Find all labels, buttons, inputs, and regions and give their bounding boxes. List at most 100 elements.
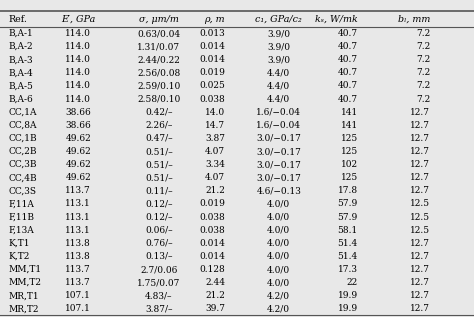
Text: CC,2B: CC,2B	[9, 147, 37, 156]
Text: 12.7: 12.7	[410, 239, 430, 248]
Text: 4.4/0: 4.4/0	[267, 94, 290, 104]
Text: 0.019: 0.019	[199, 68, 225, 77]
Text: 0.63/0.04: 0.63/0.04	[137, 29, 180, 38]
Text: 12.5: 12.5	[410, 226, 430, 235]
Text: 0.128: 0.128	[200, 265, 225, 274]
Text: B,A-1: B,A-1	[9, 29, 33, 38]
Text: 4.0/0: 4.0/0	[267, 199, 290, 209]
Text: CC,8A: CC,8A	[9, 121, 37, 130]
Text: 12.7: 12.7	[410, 134, 430, 143]
Text: 3.9/0: 3.9/0	[267, 42, 290, 51]
Text: 4.0/0: 4.0/0	[267, 213, 290, 222]
Text: CC,1A: CC,1A	[9, 108, 37, 117]
Text: 49.62: 49.62	[65, 160, 91, 169]
Text: 12.7: 12.7	[410, 147, 430, 156]
Text: 40.7: 40.7	[338, 55, 358, 64]
Text: 12.7: 12.7	[410, 108, 430, 117]
Text: B,A-4: B,A-4	[9, 68, 33, 77]
Text: 114.0: 114.0	[65, 29, 91, 38]
Text: 0.025: 0.025	[199, 81, 225, 90]
Text: 7.2: 7.2	[416, 81, 430, 90]
Text: 3.0/−0.17: 3.0/−0.17	[256, 160, 301, 169]
Text: 57.9: 57.9	[337, 213, 358, 222]
Text: F,11A: F,11A	[9, 199, 35, 209]
Text: 12.7: 12.7	[410, 252, 430, 261]
Text: 58.1: 58.1	[337, 226, 358, 235]
Text: B,A-6: B,A-6	[9, 94, 33, 104]
Text: 114.0: 114.0	[65, 68, 91, 77]
Text: bₗ, mm: bₗ, mm	[398, 15, 430, 23]
Text: 1.6/−0.04: 1.6/−0.04	[256, 121, 301, 130]
Text: 4.6/−0.13: 4.6/−0.13	[256, 186, 301, 195]
Text: 141: 141	[341, 108, 358, 117]
Text: 3.0/−0.17: 3.0/−0.17	[256, 173, 301, 182]
Text: 21.2: 21.2	[205, 186, 225, 195]
Text: MM,T2: MM,T2	[9, 278, 42, 287]
Text: 21.2: 21.2	[205, 291, 225, 300]
Text: CC,4B: CC,4B	[9, 173, 37, 182]
Text: 125: 125	[341, 147, 358, 156]
Text: 12.7: 12.7	[410, 304, 430, 314]
Text: 51.4: 51.4	[337, 239, 358, 248]
Text: 0.014: 0.014	[199, 252, 225, 261]
Text: B,A-5: B,A-5	[9, 81, 33, 90]
Text: 2.56/0.08: 2.56/0.08	[137, 68, 181, 77]
Text: 38.66: 38.66	[65, 108, 91, 117]
Text: 2.44/0.22: 2.44/0.22	[137, 55, 180, 64]
Text: 17.3: 17.3	[338, 265, 358, 274]
Text: 4.0/0: 4.0/0	[267, 239, 290, 248]
Text: 19.9: 19.9	[338, 291, 358, 300]
Text: 12.7: 12.7	[410, 186, 430, 195]
Text: 4.2/0: 4.2/0	[267, 291, 290, 300]
Text: B,A-3: B,A-3	[9, 55, 33, 64]
Text: 125: 125	[341, 134, 358, 143]
Text: 3.87/–: 3.87/–	[145, 304, 173, 314]
Text: 114.0: 114.0	[65, 55, 91, 64]
Text: 113.1: 113.1	[65, 199, 91, 209]
Text: 1.6/−0.04: 1.6/−0.04	[256, 108, 301, 117]
Text: 2.7/0.06: 2.7/0.06	[140, 265, 177, 274]
Text: 4.4/0: 4.4/0	[267, 68, 290, 77]
Text: 113.7: 113.7	[65, 186, 91, 195]
Text: 113.7: 113.7	[65, 265, 91, 274]
Text: 0.014: 0.014	[199, 42, 225, 51]
Text: 4.0/0: 4.0/0	[267, 265, 290, 274]
Text: 0.013: 0.013	[200, 29, 225, 38]
Text: 0.019: 0.019	[199, 199, 225, 209]
Text: Ref.: Ref.	[9, 15, 27, 23]
Text: 19.9: 19.9	[338, 304, 358, 314]
Text: 7.2: 7.2	[416, 55, 430, 64]
Text: 2.59/0.10: 2.59/0.10	[137, 81, 181, 90]
Text: 0.014: 0.014	[199, 55, 225, 64]
Text: ρ, m: ρ, m	[204, 15, 225, 23]
Text: MR,T1: MR,T1	[9, 291, 39, 300]
Text: σ, μm/m: σ, μm/m	[139, 15, 179, 23]
Text: 0.76/–: 0.76/–	[145, 239, 173, 248]
Text: 3.9/0: 3.9/0	[267, 29, 290, 38]
Text: 0.12/–: 0.12/–	[145, 213, 173, 222]
Text: 102: 102	[341, 160, 358, 169]
Text: 12.5: 12.5	[410, 199, 430, 209]
Text: 113.7: 113.7	[65, 278, 91, 287]
Text: 40.7: 40.7	[338, 42, 358, 51]
Text: 0.06/–: 0.06/–	[145, 226, 173, 235]
Text: 0.47/–: 0.47/–	[145, 134, 173, 143]
Text: MM,T1: MM,T1	[9, 265, 42, 274]
Text: 12.7: 12.7	[410, 278, 430, 287]
Text: 3.0/−0.17: 3.0/−0.17	[256, 147, 301, 156]
Text: K,T1: K,T1	[9, 239, 30, 248]
Text: 49.62: 49.62	[65, 147, 91, 156]
Text: 12.7: 12.7	[410, 121, 430, 130]
Text: 3.0/−0.17: 3.0/−0.17	[256, 134, 301, 143]
Text: 3.34: 3.34	[205, 160, 225, 169]
Text: 0.014: 0.014	[199, 239, 225, 248]
Text: 125: 125	[341, 173, 358, 182]
Text: 22: 22	[346, 278, 358, 287]
Text: 2.26/–: 2.26/–	[145, 121, 173, 130]
Text: 141: 141	[341, 121, 358, 130]
Text: 12.5: 12.5	[410, 213, 430, 222]
Text: 51.4: 51.4	[337, 252, 358, 261]
Text: 49.62: 49.62	[65, 173, 91, 182]
Text: 4.2/0: 4.2/0	[267, 304, 290, 314]
Text: 2.44: 2.44	[205, 278, 225, 287]
